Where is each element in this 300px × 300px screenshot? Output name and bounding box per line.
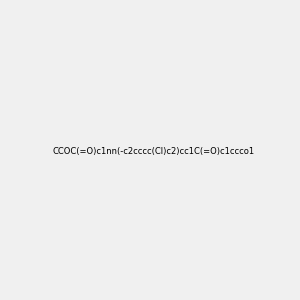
Text: CCOC(=O)c1nn(-c2cccc(Cl)c2)cc1C(=O)c1ccco1: CCOC(=O)c1nn(-c2cccc(Cl)c2)cc1C(=O)c1ccc…: [53, 147, 255, 156]
